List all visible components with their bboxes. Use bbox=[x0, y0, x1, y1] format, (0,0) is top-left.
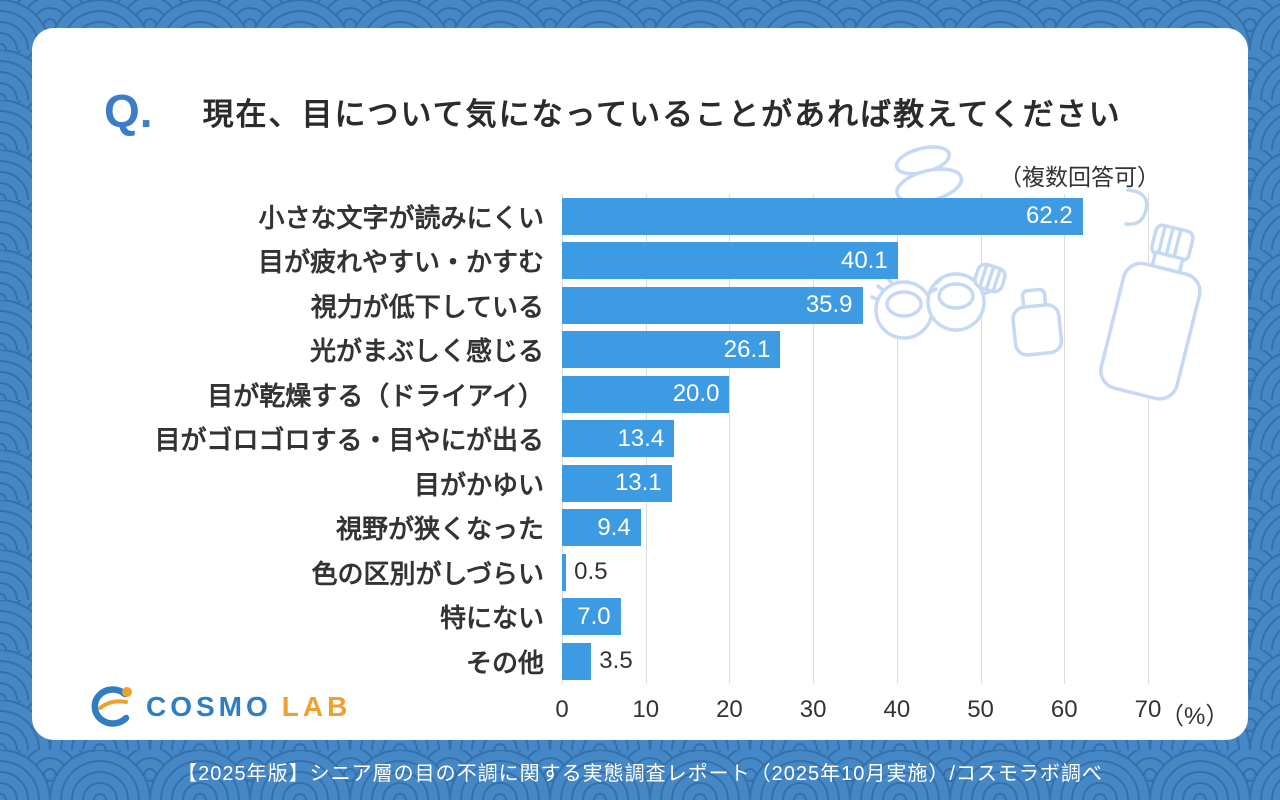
chart-row: 目がゴロゴロする・目やにが出る 13.4 bbox=[72, 417, 1148, 462]
logo-text-cosmo: COSMO bbox=[146, 691, 272, 722]
category-label: 視力が低下している bbox=[310, 291, 544, 322]
gridline bbox=[896, 194, 898, 684]
category-label: 色の区別がしづらい bbox=[311, 558, 544, 589]
chart-row: 目が乾燥する（ドライアイ） 20.0 bbox=[72, 372, 1148, 417]
bar: 62.2 bbox=[562, 197, 1083, 235]
value-label: 13.4 bbox=[617, 424, 665, 452]
axis-tick-label: 50 bbox=[967, 695, 994, 723]
value-label: 7.0 bbox=[577, 602, 611, 630]
value-label: 3.5 bbox=[599, 647, 633, 675]
bar: 13.1 bbox=[562, 464, 672, 502]
bar-track: 20.0 bbox=[562, 375, 1148, 413]
gridline bbox=[729, 194, 731, 684]
axis-tick-label: 10 bbox=[632, 695, 660, 723]
category-label: 特にない bbox=[439, 603, 544, 634]
bar: 9.4 bbox=[562, 509, 641, 547]
axis-tick-label: 60 bbox=[1050, 695, 1078, 723]
ribbed-knob-icon bbox=[973, 262, 1007, 294]
axis-unit-label: （%） bbox=[1160, 702, 1230, 730]
value-label: 20.0 bbox=[672, 380, 720, 408]
bar-track: 26.1 bbox=[562, 331, 1148, 369]
bar: 35.9 bbox=[562, 286, 863, 324]
bar-track: 7.0 bbox=[562, 598, 1148, 636]
category-label: 目が乾燥する（ドライアイ） bbox=[207, 380, 544, 411]
bar-track: 13.1 bbox=[562, 464, 1148, 502]
footer-caption: 【2025年版】シニア層の目の不調に関する実態調査レポート（2025年10月実施… bbox=[177, 763, 1103, 785]
axis-tick-label: 30 bbox=[799, 695, 827, 723]
lens-lids-icon bbox=[894, 145, 964, 204]
category-label: 目がゴロゴロする・目やにが出る bbox=[154, 425, 544, 456]
axis-tick-label: 40 bbox=[883, 695, 911, 723]
bar-track: 13.4 bbox=[562, 420, 1148, 458]
category-label: 光がまぶしく感じる bbox=[309, 336, 544, 367]
bar-track: 9.4 bbox=[562, 509, 1148, 547]
axis-tick-label: 70 bbox=[1134, 695, 1162, 723]
chart-row: 光がまぶしく感じる 26.1 bbox=[72, 328, 1148, 373]
chart-row: 目が疲れやすい・かすむ 40.1 bbox=[72, 239, 1148, 284]
eye-care-illustration bbox=[870, 145, 1202, 401]
bar-track: 3.5 bbox=[562, 642, 1148, 680]
value-label: 13.1 bbox=[614, 469, 662, 497]
bar: 7.0 bbox=[562, 598, 621, 636]
multiple-answers-note: （複数回答可） bbox=[999, 164, 1160, 190]
question-title: 現在、目について気になっていることがあれば教えてください bbox=[202, 96, 1122, 132]
category-label: 視野が狭くなった bbox=[335, 514, 544, 545]
value-label: 9.4 bbox=[597, 513, 631, 541]
value-label: 26.1 bbox=[723, 335, 771, 363]
bar bbox=[562, 553, 567, 591]
value-label: 40.1 bbox=[840, 246, 888, 274]
chart-x-axis: 0 10 20 30 40 50 60 70 （%） bbox=[555, 688, 1229, 730]
gridline bbox=[813, 194, 815, 684]
gridline bbox=[980, 194, 982, 684]
chart-row: 特にない 7.0 bbox=[72, 595, 1148, 640]
gridline bbox=[1064, 194, 1066, 684]
category-label: 目が疲れやすい・かすむ bbox=[257, 247, 544, 278]
bar-chart: 小さな文字が読みにくい 62.2 目が疲れやすい・かすむ 40.1 視力が低下している 3… bbox=[72, 194, 1229, 730]
hook-wire-icon bbox=[1124, 188, 1149, 226]
chart-row: 視力が低下している 35.9 bbox=[72, 283, 1148, 328]
bar-track: 40.1 bbox=[562, 242, 1148, 280]
question-mark: Q. bbox=[104, 85, 153, 137]
category-label: 目がかゆい bbox=[413, 469, 544, 500]
value-label: 35.9 bbox=[805, 291, 853, 319]
bar: 20.0 bbox=[562, 375, 730, 413]
value-label: 62.2 bbox=[1025, 202, 1073, 230]
question-header: Q. 現在、目について気になっていることがあれば教えてください bbox=[104, 84, 1122, 138]
eye-drop-bottle-icon bbox=[1011, 287, 1064, 357]
chart-row: 色の区別がしづらい 0.5 bbox=[72, 550, 1148, 595]
chart-row: 視野が狭くなった 9.4 bbox=[72, 506, 1148, 551]
cosmo-lab-logo-icon bbox=[91, 686, 132, 727]
survey-card: Q. 現在、目について気になっていることがあれば教えてください （複数回答可） bbox=[32, 28, 1248, 740]
value-label: 0.5 bbox=[574, 558, 608, 586]
chart-rows: 小さな文字が読みにくい 62.2 目が疲れやすい・かすむ 40.1 視力が低下している 3… bbox=[72, 194, 1148, 684]
category-label: その他 bbox=[465, 647, 544, 678]
chart-row: 小さな文字が読みにくい 62.2 bbox=[72, 194, 1148, 239]
bar-track: 0.5 bbox=[562, 553, 1148, 591]
axis-tick-label: 0 bbox=[555, 695, 569, 723]
bar: 26.1 bbox=[562, 331, 781, 369]
axis-tick-label: 20 bbox=[716, 695, 743, 723]
bar-track: 62.2 bbox=[562, 197, 1148, 235]
category-label: 小さな文字が読みにくい bbox=[258, 202, 544, 233]
bar: 40.1 bbox=[562, 242, 898, 280]
logo-text-lab: LAB bbox=[281, 691, 352, 722]
gridline bbox=[1148, 194, 1149, 684]
cosmo-lab-logo: COSMO LAB bbox=[82, 682, 351, 732]
bar: 13.4 bbox=[562, 420, 675, 458]
chart-row: その他 3.5 bbox=[72, 639, 1148, 684]
bar bbox=[562, 642, 592, 680]
large-bottle-icon bbox=[1099, 223, 1202, 401]
chart-row: 目がかゆい 13.1 bbox=[72, 461, 1148, 506]
bar-track: 35.9 bbox=[562, 286, 1148, 324]
